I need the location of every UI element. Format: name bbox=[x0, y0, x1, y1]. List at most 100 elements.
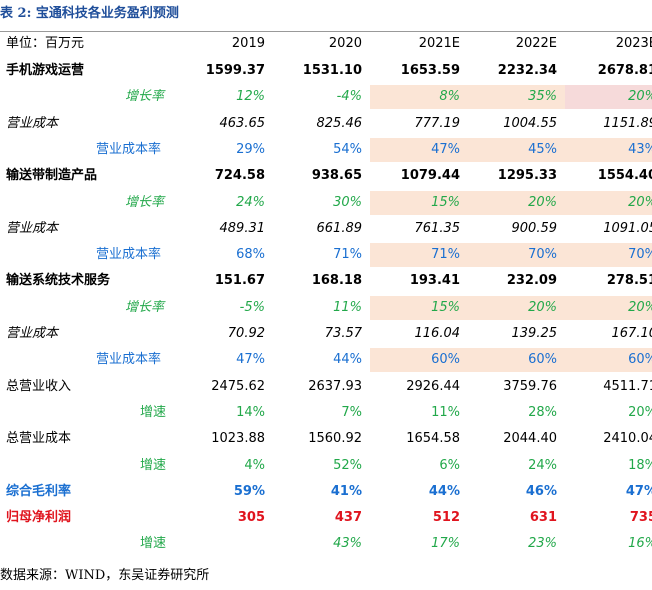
cell: 52% bbox=[333, 457, 362, 473]
cell: 139.25 bbox=[511, 326, 558, 341]
cell: -5% bbox=[239, 299, 265, 315]
row-label: 增速 bbox=[140, 536, 167, 552]
cell: 20% bbox=[628, 404, 652, 420]
row-label: 增长率 bbox=[125, 89, 165, 105]
cell: 45% bbox=[528, 141, 557, 157]
cell: 661.89 bbox=[316, 220, 363, 236]
cell: 12% bbox=[236, 89, 265, 105]
row-label: 手机游戏运营 bbox=[6, 63, 85, 78]
row-label: 营业成本率 bbox=[96, 247, 162, 263]
source: 数据来源：WIND，东吴证券研究所 bbox=[0, 568, 210, 583]
cell: 35% bbox=[528, 89, 557, 105]
cell: 6% bbox=[439, 457, 460, 473]
cell: 68% bbox=[236, 247, 265, 263]
cell: 2637.93 bbox=[308, 378, 362, 394]
cell: 1023.88 bbox=[211, 431, 265, 447]
highlight bbox=[370, 137, 652, 162]
cell: 193.41 bbox=[409, 273, 460, 289]
header-cell: 2020 bbox=[328, 36, 362, 51]
cell: 54% bbox=[333, 141, 362, 157]
highlight bbox=[565, 85, 652, 110]
cell: 14% bbox=[236, 404, 265, 420]
cell: 437 bbox=[334, 510, 362, 526]
cell: 71% bbox=[431, 247, 460, 263]
cell: 24% bbox=[236, 194, 265, 210]
row-label: 总营业成本 bbox=[6, 431, 72, 447]
highlight bbox=[370, 190, 652, 215]
highlight bbox=[370, 295, 652, 320]
cell: 1079.44 bbox=[400, 168, 460, 184]
row-label: 营业成本 bbox=[6, 115, 59, 131]
cell: 46% bbox=[525, 483, 557, 499]
cell: 43% bbox=[333, 536, 362, 552]
cell: 167.10 bbox=[611, 326, 652, 341]
header-cell: 2021E bbox=[418, 36, 460, 51]
cell: 17% bbox=[431, 536, 460, 552]
row-label: 营业成本 bbox=[6, 220, 59, 236]
cell: 1554.40 bbox=[597, 168, 652, 184]
row-label: 增速 bbox=[140, 404, 167, 420]
cell: 116.04 bbox=[414, 326, 461, 341]
cell: 24% bbox=[528, 457, 557, 473]
cell: 29% bbox=[236, 141, 265, 157]
header-cell: 2023E bbox=[615, 36, 652, 51]
cell: 305 bbox=[237, 510, 265, 526]
cell: 23% bbox=[528, 536, 557, 552]
cell: 724.58 bbox=[214, 168, 265, 184]
cell: 70.92 bbox=[227, 326, 265, 341]
cell: 938.65 bbox=[311, 168, 362, 184]
header-cell: 单位：百万元 bbox=[6, 36, 85, 51]
cell: 1599.37 bbox=[205, 63, 265, 78]
header-cell: 2022E bbox=[515, 36, 557, 51]
highlight bbox=[370, 243, 652, 268]
cell: 3759.76 bbox=[503, 378, 557, 394]
cell: 44% bbox=[428, 483, 460, 499]
cell: 18% bbox=[628, 457, 652, 473]
cell: 631 bbox=[529, 510, 557, 526]
row-label: 综合毛利率 bbox=[6, 483, 72, 499]
row-label: 总营业收入 bbox=[6, 378, 72, 394]
cell: 20% bbox=[628, 194, 652, 210]
cell: 4% bbox=[244, 457, 265, 473]
row-label: 输送系统技术服务 bbox=[6, 273, 111, 289]
cell: 11% bbox=[333, 299, 362, 315]
cell: 20% bbox=[628, 299, 652, 315]
cell: 1654.58 bbox=[406, 431, 460, 447]
cell: 20% bbox=[528, 194, 557, 210]
cell: 73.57 bbox=[324, 326, 362, 341]
cell: 20% bbox=[528, 299, 557, 315]
cell: 11% bbox=[431, 404, 460, 420]
cell: 71% bbox=[333, 247, 362, 263]
row-label: 输送带制造产品 bbox=[6, 168, 98, 184]
cell: 7% bbox=[341, 404, 362, 420]
row-label: 增速 bbox=[140, 457, 167, 473]
cell: 1531.10 bbox=[302, 63, 362, 78]
cell: 44% bbox=[333, 352, 362, 368]
cell: 761.35 bbox=[414, 220, 461, 236]
cell: 41% bbox=[330, 483, 362, 499]
highlight bbox=[370, 85, 565, 110]
cell: 1004.55 bbox=[503, 115, 557, 131]
cell: 28% bbox=[528, 404, 557, 420]
rule bbox=[0, 31, 652, 32]
cell: 70% bbox=[528, 247, 557, 263]
cell: 825.46 bbox=[316, 115, 363, 131]
cell: 15% bbox=[431, 299, 460, 315]
cell: 47% bbox=[431, 141, 460, 157]
cell: 168.18 bbox=[311, 273, 362, 289]
cell: -4% bbox=[336, 89, 362, 105]
title: 表 2: 宝通科技各业务盈利预测 bbox=[0, 6, 179, 21]
cell: 1295.33 bbox=[497, 168, 557, 184]
row-label: 归母净利润 bbox=[6, 510, 72, 526]
cell: 2410.04 bbox=[603, 431, 652, 447]
cell: 1653.59 bbox=[400, 63, 460, 78]
row-label: 营业成本 bbox=[6, 326, 59, 341]
cell: 512 bbox=[432, 510, 460, 526]
row-label: 营业成本率 bbox=[96, 141, 162, 157]
cell: 59% bbox=[233, 483, 265, 499]
cell: 900.59 bbox=[511, 220, 558, 236]
cell: 735 bbox=[629, 510, 652, 526]
cell: 489.31 bbox=[219, 220, 266, 236]
row-label: 增长率 bbox=[125, 194, 165, 210]
